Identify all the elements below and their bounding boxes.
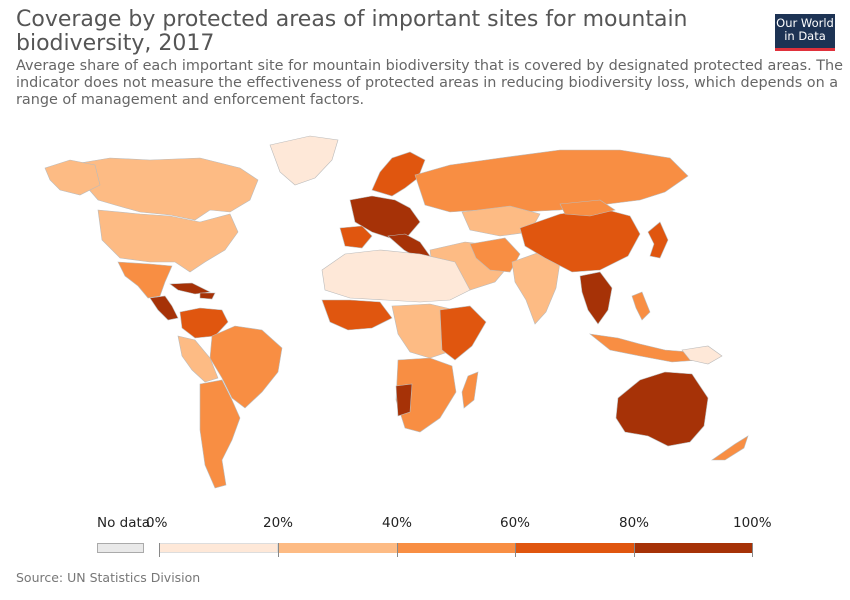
legend-tick-label-60: 60% (500, 515, 531, 531)
world-map (44, 135, 749, 489)
region-western-europe[interactable] (349, 195, 421, 239)
chart-subtitle: Average share of each important site for… (16, 58, 844, 108)
region-japan[interactable] (647, 221, 669, 259)
legend-tick-label-40: 40% (382, 515, 413, 531)
region-iberia[interactable] (339, 225, 373, 249)
legend-bin-40-60[interactable] (397, 543, 515, 553)
region-alaska[interactable] (44, 159, 101, 196)
legend-tick-20 (278, 543, 279, 557)
legend-bin-60-80[interactable] (515, 543, 634, 553)
logo-red-bar (775, 48, 835, 51)
owid-logo[interactable]: Our World in Data (775, 14, 835, 51)
region-peru-bolivia[interactable] (177, 335, 219, 383)
region-india[interactable] (511, 251, 561, 325)
region-west-africa[interactable] (321, 299, 393, 331)
region-canada[interactable] (67, 157, 259, 221)
region-madagascar[interactable] (461, 371, 479, 409)
legend-tick-80 (634, 543, 635, 557)
region-papua[interactable] (681, 345, 723, 365)
legend-no-data-swatch (97, 543, 144, 553)
legend-tick-label-80: 80% (619, 515, 650, 531)
legend-tick-0 (159, 543, 160, 557)
region-namibia[interactable] (395, 383, 413, 417)
region-russia[interactable] (414, 149, 689, 213)
region-mongolia[interactable] (559, 199, 616, 217)
source-note: Source: UN Statistics Division (16, 570, 201, 585)
region-north-africa[interactable] (321, 249, 471, 303)
chart-title: Coverage by protected areas of important… (16, 7, 688, 56)
legend-bin-0-20[interactable] (159, 543, 278, 553)
region-brazil[interactable] (209, 325, 283, 409)
region-australia[interactable] (615, 371, 709, 447)
region-iran[interactable] (469, 237, 521, 273)
region-usa[interactable] (97, 209, 239, 273)
region-mexico[interactable] (117, 261, 173, 299)
region-indonesia[interactable] (588, 333, 701, 363)
legend-tick-label-0: 0% (146, 515, 168, 531)
region-scandinavia[interactable] (371, 151, 426, 197)
region-central-america[interactable] (149, 295, 179, 321)
legend-tick-100 (752, 543, 753, 557)
logo-line-2: in Data (784, 29, 826, 43)
legend-no-data-label: No data (97, 515, 151, 531)
legend-bin-20-40[interactable] (278, 543, 397, 553)
legend-bin-80-100[interactable] (634, 543, 753, 553)
region-east-africa[interactable] (439, 305, 487, 361)
legend-tick-label-100: 100% (733, 515, 772, 531)
region-philippines[interactable] (631, 291, 651, 321)
region-argentina-chile[interactable] (199, 379, 241, 489)
legend-tick-40 (397, 543, 398, 557)
region-southeast-asia[interactable] (579, 271, 613, 325)
legend-tick-label-20: 20% (263, 515, 294, 531)
region-venezuela-colombia[interactable] (179, 307, 229, 339)
region-greenland[interactable] (269, 135, 339, 186)
region-hispaniola[interactable] (199, 292, 216, 300)
logo-line-1: Our World (776, 16, 834, 30)
region-cuba[interactable] (169, 282, 212, 295)
region-new-zealand[interactable] (711, 435, 749, 461)
legend-tick-60 (515, 543, 516, 557)
